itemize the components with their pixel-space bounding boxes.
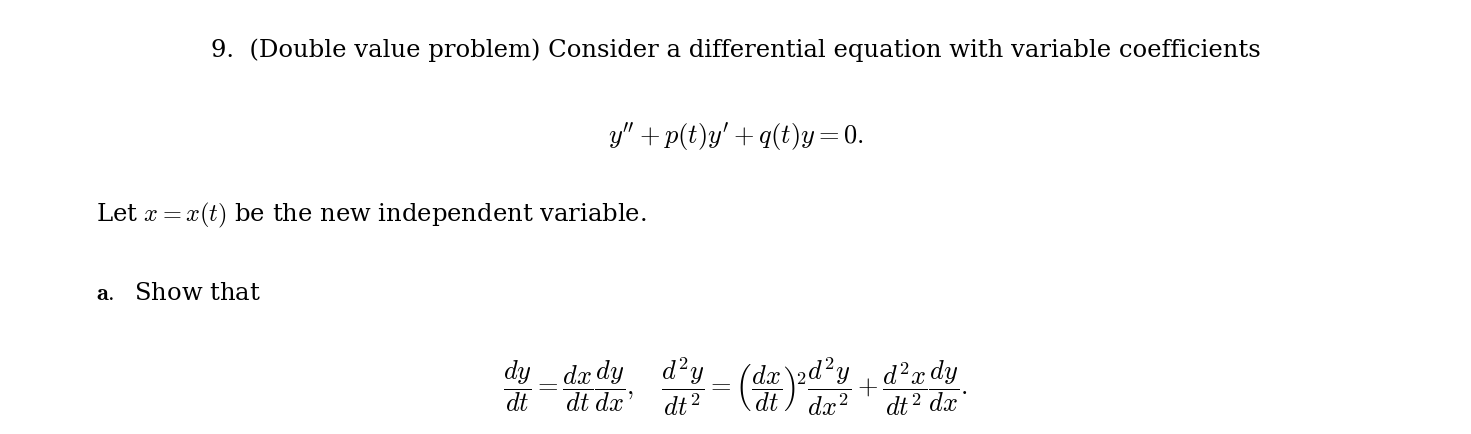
Text: $y'' + p(t)y' + q(t)y = 0.$: $y'' + p(t)y' + q(t)y = 0.$: [608, 120, 863, 153]
Text: 9.  (Double value problem) Consider a differential equation with variable coeffi: 9. (Double value problem) Consider a dif…: [210, 39, 1261, 62]
Text: Let $x = x(t)$ be the new independent variable.: Let $x = x(t)$ be the new independent va…: [96, 200, 646, 229]
Text: $\dfrac{dy}{dt} = \dfrac{dx}{dt}\dfrac{dy}{dx},\quad \dfrac{d^2y}{dt^2} = \left(: $\dfrac{dy}{dt} = \dfrac{dx}{dt}\dfrac{d…: [503, 355, 968, 417]
Text: $\mathbf{a.}$  Show that: $\mathbf{a.}$ Show that: [96, 282, 260, 305]
